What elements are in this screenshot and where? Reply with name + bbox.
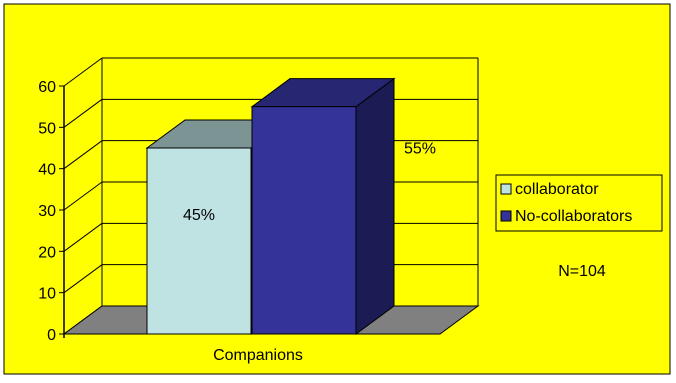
- y-tick-label: 50: [38, 120, 56, 137]
- bar-front-face: [251, 106, 357, 335]
- legend: collaborator No-collaborators: [495, 174, 663, 232]
- y-axis: 0 10 20 30 40 50 60: [38, 79, 65, 344]
- side-gridline: [63, 140, 103, 170]
- legend-swatch-collaborator: [500, 183, 512, 195]
- y-tick-label: 30: [38, 203, 56, 220]
- y-tick-label: 40: [38, 162, 56, 179]
- bar-no-collaborators: [250, 77, 396, 335]
- side-gridline: [63, 181, 103, 211]
- x-axis-label: Companions: [213, 347, 303, 364]
- side-gridline: [63, 264, 103, 294]
- bar-side-face: [355, 77, 395, 335]
- sample-size-annotation: N=104: [558, 263, 606, 280]
- side-gridline: [63, 222, 103, 252]
- side-gridline: [63, 98, 103, 128]
- y-tick-label: 60: [38, 79, 56, 96]
- legend-label-collaborator: collaborator: [515, 181, 599, 198]
- legend-swatch-no-collaborators: [500, 210, 512, 222]
- legend-box: [495, 174, 663, 232]
- side-gridline: [63, 57, 103, 87]
- data-labels: 45% 55%: [183, 141, 436, 224]
- data-label-collaborator: 45%: [183, 207, 215, 224]
- legend-label-no-collaborators: No-collaborators: [515, 208, 632, 225]
- y-tick-label: 10: [38, 286, 56, 303]
- data-label-no-collaborators: 55%: [404, 141, 436, 158]
- y-tick-label: 20: [38, 244, 56, 261]
- bar-front-face: [146, 147, 252, 335]
- y-tick-label: 0: [47, 327, 56, 344]
- bars: [145, 77, 396, 335]
